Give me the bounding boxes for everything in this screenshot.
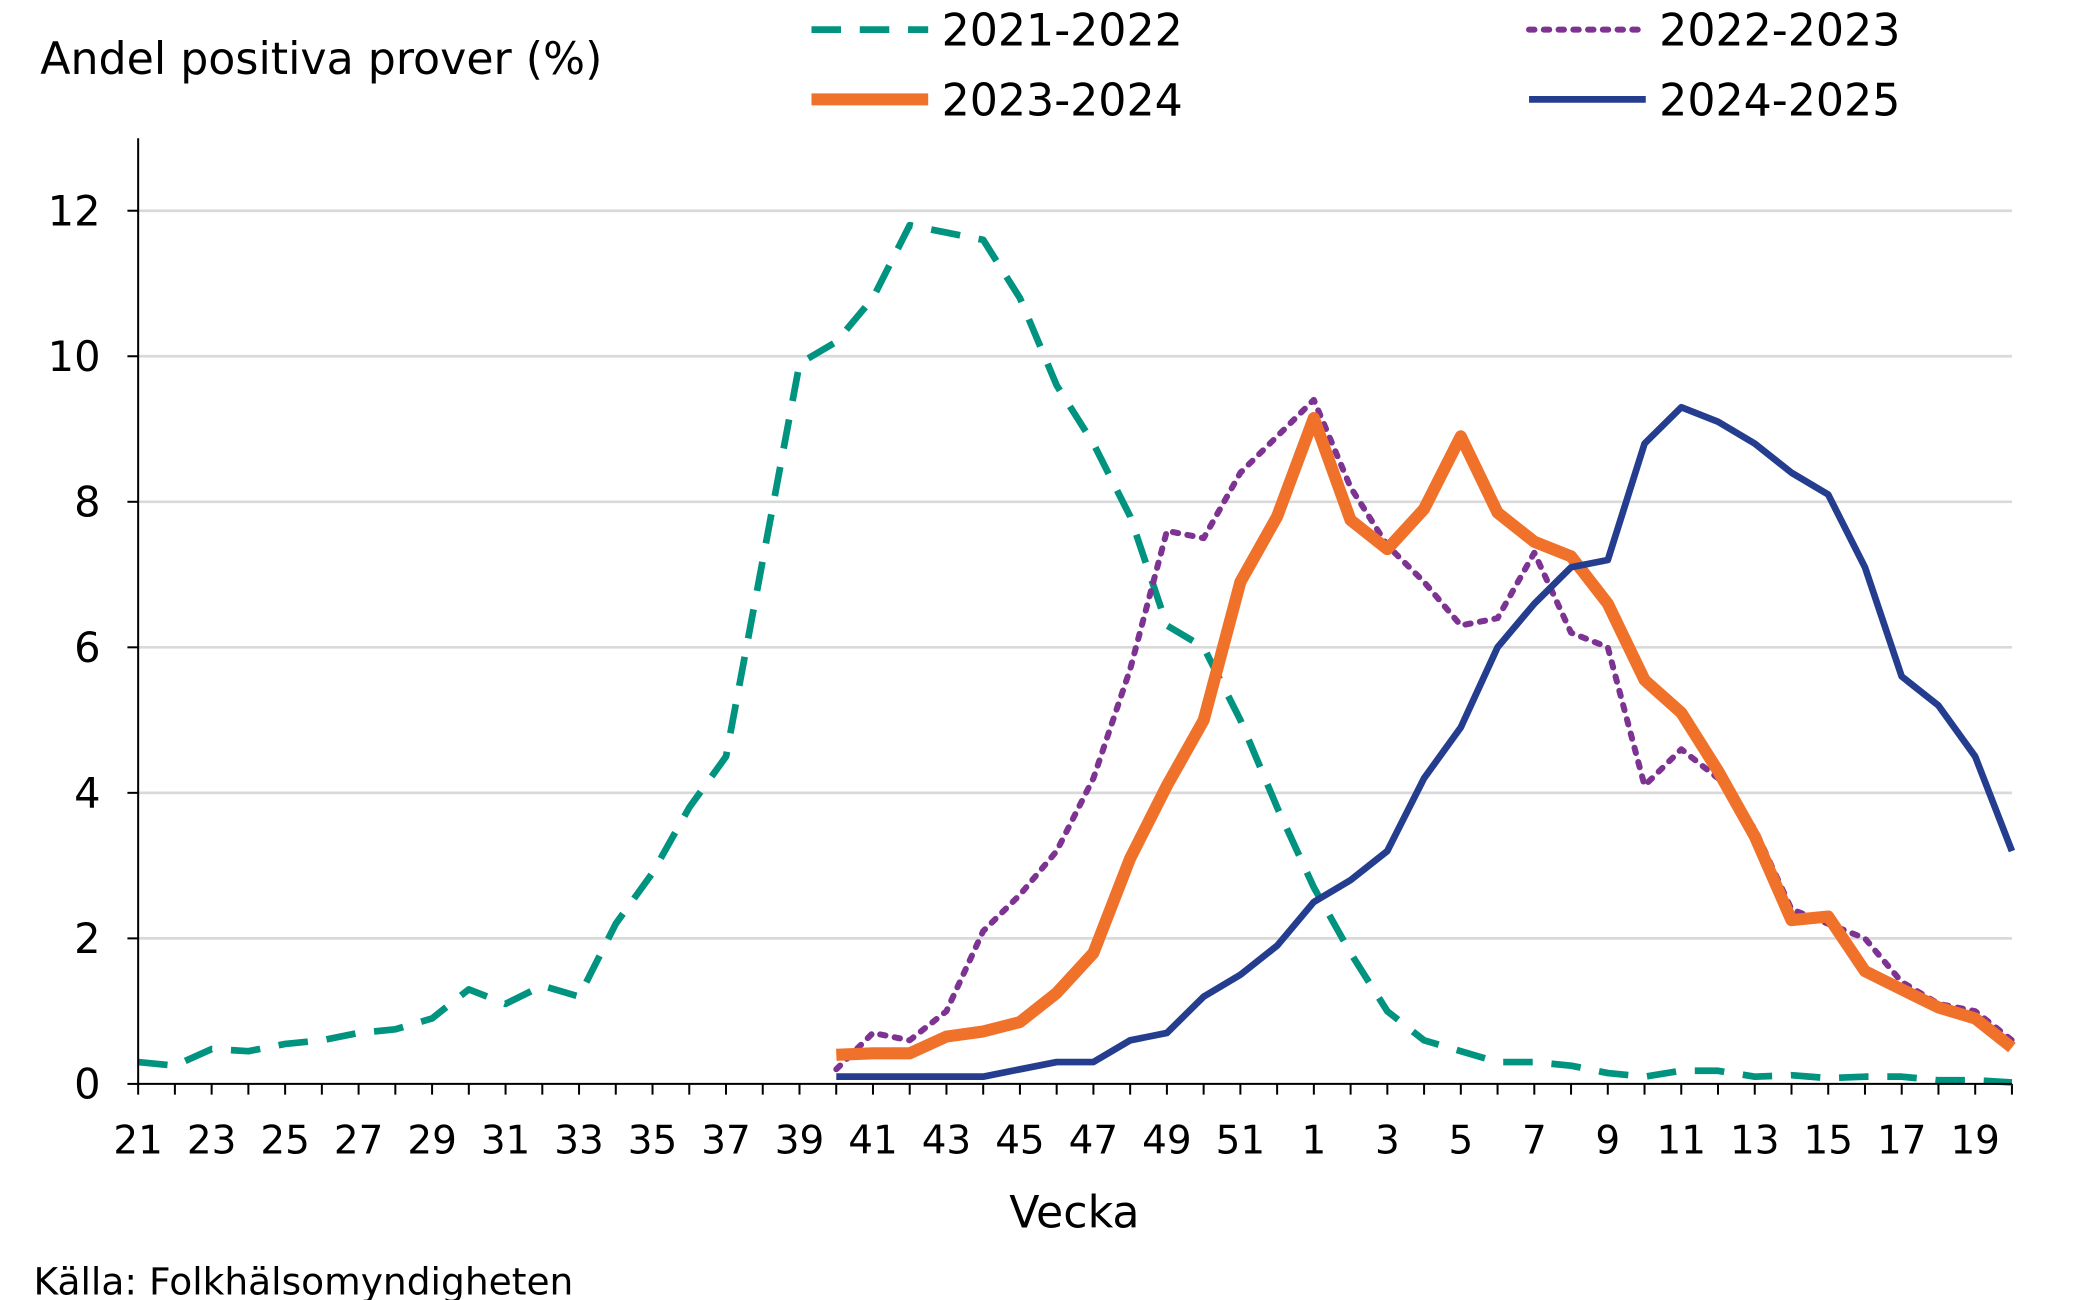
- x-tick-label: 51: [1216, 1119, 1265, 1164]
- x-tick-label: 47: [1069, 1119, 1118, 1164]
- y-tick-label: 4: [74, 769, 100, 818]
- x-tick-label: 13: [1730, 1119, 1779, 1164]
- x-tick-label: 25: [260, 1119, 309, 1164]
- x-tick-label: 9: [1595, 1119, 1620, 1164]
- gridlines: [138, 209, 2012, 940]
- legend: 2021-2022 2022-2023 2023-2024 2024-2025: [811, 6, 1900, 126]
- x-tick-label: 11: [1657, 1119, 1706, 1164]
- x-tick-label: 21: [113, 1119, 162, 1164]
- x-tick-label: 23: [187, 1119, 236, 1164]
- x-tick-label: 49: [1142, 1119, 1191, 1164]
- source-note: Källa: Folkhälsomyndigheten: [34, 1259, 574, 1300]
- x-tick-label: 15: [1803, 1119, 1852, 1164]
- y-tick-label: 8: [74, 478, 100, 527]
- y-axis-label: Andel positiva prover (%): [40, 34, 602, 85]
- x-tick-label: 31: [481, 1119, 530, 1164]
- x-axis-ticks: 21 23 25 27 29 31 33 35 37 39 41 43 45 47 49 51 1 3 5 7 9 11 1…: [113, 1083, 2013, 1164]
- legend-label: 2023-2024: [942, 75, 1183, 126]
- x-tick-label: 39: [775, 1119, 824, 1164]
- x-tick-label: 35: [628, 1119, 677, 1164]
- y-tick-label: 6: [74, 623, 100, 672]
- legend-label: 2021-2022: [942, 6, 1183, 57]
- series-line-2023-2024: [836, 412, 2016, 1061]
- series-line-2021-2022: [137, 221, 2013, 1086]
- y-tick-label: 0: [74, 1060, 100, 1109]
- x-tick-label: 45: [995, 1119, 1044, 1164]
- series-lines: [137, 221, 2016, 1086]
- legend-label: 2024-2025: [1659, 75, 1900, 126]
- x-axis-label: Vecka: [1009, 1187, 1139, 1238]
- x-tick-label: 37: [701, 1119, 750, 1164]
- x-tick-label: 27: [334, 1119, 383, 1164]
- x-tick-label: 43: [922, 1119, 971, 1164]
- y-axis-ticks: 0 2 4 6 8 10 12: [48, 186, 139, 1109]
- y-tick-label: 12: [48, 186, 101, 235]
- y-tick-label: 2: [74, 914, 100, 963]
- x-tick-label: 5: [1448, 1119, 1473, 1164]
- x-tick-label: 19: [1950, 1119, 1999, 1164]
- x-tick-label: 41: [848, 1119, 897, 1164]
- series-line-2024-2025: [836, 403, 2016, 1081]
- legend-label: 2022-2023: [1659, 6, 1900, 57]
- x-tick-label: 33: [554, 1119, 603, 1164]
- x-tick-label: 1: [1301, 1119, 1326, 1164]
- x-tick-label: 7: [1522, 1119, 1547, 1164]
- x-tick-label: 3: [1375, 1119, 1400, 1164]
- x-tick-label: 17: [1877, 1119, 1926, 1164]
- y-tick-label: 10: [48, 332, 101, 381]
- x-tick-label: 29: [407, 1119, 456, 1164]
